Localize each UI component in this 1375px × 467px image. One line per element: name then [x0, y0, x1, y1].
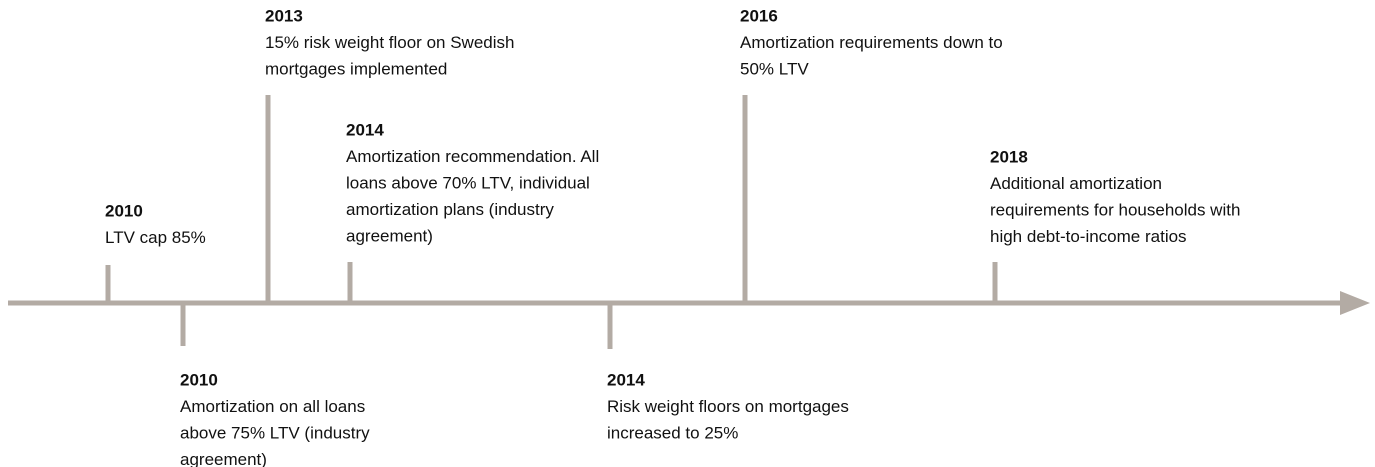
event-description: agreement) — [346, 226, 433, 245]
event-description: mortgages implemented — [265, 59, 447, 78]
event-description: LTV cap 85% — [105, 228, 206, 247]
event-description: 15% risk weight floor on Swedish — [265, 33, 514, 52]
event-year: 2018 — [990, 147, 1028, 166]
event-year: 2016 — [740, 6, 778, 25]
event-description: above 75% LTV (industry — [180, 423, 370, 442]
event-description: loans above 70% LTV, individual — [346, 173, 590, 192]
event-year: 2013 — [265, 6, 303, 25]
axis-arrow — [1340, 291, 1370, 315]
event-description: amortization plans (industry — [346, 200, 554, 219]
event-description: Amortization on all loans — [180, 397, 365, 416]
event-description: Additional amortization — [990, 174, 1162, 193]
event-description: high debt-to-income ratios — [990, 227, 1187, 246]
event-description: requirements for households with — [990, 200, 1240, 219]
event-description: Amortization recommendation. All — [346, 147, 599, 166]
event-year: 2010 — [105, 201, 143, 220]
event-year: 2014 — [607, 370, 645, 389]
event-year: 2010 — [180, 370, 218, 389]
event-description: agreement) — [180, 450, 267, 467]
event-description: Risk weight floors on mortgages — [607, 397, 849, 416]
event-description: Amortization requirements down to — [740, 33, 1003, 52]
event-year: 2014 — [346, 120, 384, 139]
event-description: increased to 25% — [607, 423, 738, 442]
event-description: 50% LTV — [740, 59, 809, 78]
